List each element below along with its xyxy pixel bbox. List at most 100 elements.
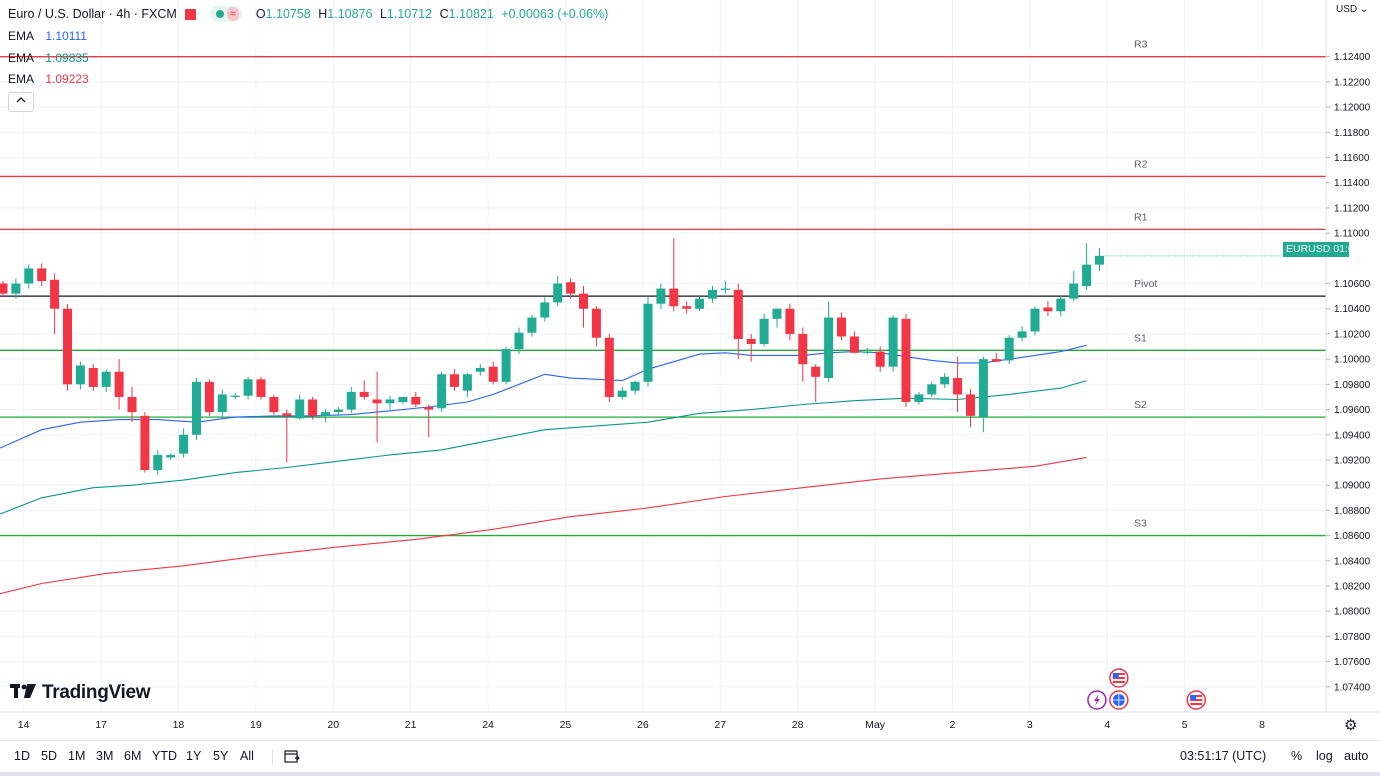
- candle-body: [179, 434, 189, 454]
- y-tick-label: 1.11600: [1334, 153, 1370, 164]
- candle-body: [643, 303, 653, 382]
- x-tick-label: 27: [714, 719, 726, 731]
- time-axis[interactable]: 14 17 18 19 20 21 24 25 26 27 28 May 2 3 4 5 8: [0, 711, 1380, 731]
- auto-scale-toggle[interactable]: auto: [1344, 749, 1369, 763]
- tradingview-logo-icon: [10, 682, 36, 704]
- x-tick-label: 17: [95, 719, 107, 731]
- utc-clock[interactable]: 03:51:17 (UTC): [1180, 749, 1267, 763]
- x-tick-label: 2: [950, 719, 956, 731]
- candle-body: [475, 367, 485, 372]
- price-axis[interactable]: 1.12400 1.12200 1.12000 1.11800 1.11600 1.114…: [1325, 0, 1371, 712]
- percent-scale-toggle[interactable]: %: [1291, 749, 1303, 763]
- x-tick-label: 21: [405, 719, 417, 731]
- x-tick-label: 4: [1104, 719, 1110, 731]
- market-status-icon[interactable]: [184, 8, 196, 20]
- candle-body: [501, 349, 511, 382]
- high-value: 1.10876: [327, 7, 373, 21]
- y-tick-label: 1.09400: [1334, 430, 1371, 441]
- x-tick-label: 3: [1027, 719, 1033, 731]
- candle-body: [153, 454, 163, 471]
- candle-body: [204, 381, 214, 413]
- candle-body: [1043, 307, 1053, 312]
- y-tick-label: 1.11400: [1334, 178, 1370, 189]
- timeframe-5d[interactable]: 5D: [41, 749, 57, 763]
- y-tick-label: 1.12200: [1334, 77, 1371, 88]
- chart-grid: [0, 0, 1326, 712]
- candle-body: [953, 378, 963, 395]
- timeframe-all[interactable]: All: [240, 749, 254, 763]
- collapse-legend-button[interactable]: [8, 92, 34, 112]
- currency-selector[interactable]: USD ⌄: [1336, 4, 1369, 15]
- candle-body: [346, 391, 356, 410]
- close-key: C: [439, 7, 449, 21]
- candle-body: [553, 283, 563, 303]
- y-tick-label: 1.09000: [1334, 481, 1371, 492]
- candle-body: [24, 268, 34, 284]
- x-tick-label: 20: [327, 719, 339, 731]
- candle-body: [88, 367, 98, 387]
- lightning-icon[interactable]: [1087, 690, 1107, 710]
- candle-body: [617, 390, 627, 397]
- candle-body: [630, 381, 640, 391]
- candle-body: [269, 396, 279, 413]
- y-tick-label: 1.07400: [1334, 682, 1371, 693]
- candle-body: [333, 409, 343, 413]
- candle-body: [566, 282, 576, 294]
- timeframe-ytd[interactable]: YTD: [152, 749, 177, 763]
- candle-body: [1095, 255, 1104, 265]
- event-markers[interactable]: [1087, 668, 1206, 710]
- change-value: +0.00063 (+0.06%): [501, 7, 609, 21]
- timeframe-1m[interactable]: 1M: [68, 749, 86, 763]
- candle-body: [785, 308, 795, 334]
- candlesticks: [0, 238, 1326, 476]
- tradingview-logo[interactable]: TradingView: [10, 682, 151, 704]
- candle-body: [966, 394, 975, 416]
- candle-body: [940, 376, 950, 385]
- candle-body: [321, 412, 330, 416]
- date-range-icon[interactable]: [284, 749, 300, 766]
- candle-body: [759, 318, 769, 345]
- x-tick-label: 26: [637, 719, 649, 731]
- log-scale-toggle[interactable]: log: [1316, 749, 1333, 763]
- ema-legend-1[interactable]: EMA 1.10111: [8, 26, 87, 46]
- candle-body: [591, 308, 601, 338]
- candle-body: [230, 395, 240, 397]
- candle-body: [875, 351, 885, 367]
- candle-body: [101, 371, 111, 387]
- price-label-symbol: EURUSD: [1286, 243, 1331, 255]
- ema-legend-3[interactable]: EMA 1.09223: [8, 69, 89, 89]
- status-pill[interactable]: ≈: [209, 6, 242, 22]
- candle-body: [772, 308, 782, 319]
- pivot-label: R3: [1134, 39, 1148, 51]
- us-flag-icon[interactable]: [1186, 690, 1206, 710]
- timeframe-3m[interactable]: 3M: [96, 749, 114, 763]
- candle-body: [411, 396, 421, 405]
- timeframe-1d[interactable]: 1D: [14, 749, 30, 763]
- candle-body: [849, 336, 859, 353]
- candle-body: [462, 374, 472, 391]
- candle-body: [914, 394, 924, 402]
- candle-body: [746, 338, 756, 345]
- us-flag-icon[interactable]: [1109, 668, 1129, 688]
- symbol-title[interactable]: Euro / U.S. Dollar · 4h · FXCM: [8, 7, 177, 21]
- pivot-label: S1: [1134, 332, 1147, 344]
- y-tick-label: 1.11200: [1334, 203, 1370, 214]
- candle-body: [888, 317, 898, 367]
- low-value: 1.10712: [386, 7, 433, 21]
- candle-body: [437, 374, 447, 409]
- y-tick-label: 1.09200: [1334, 455, 1371, 466]
- timeframe-1y[interactable]: 1Y: [186, 749, 202, 763]
- lightning-icon-bolt: [1093, 694, 1100, 706]
- pivot-label: S2: [1134, 399, 1147, 411]
- settings-gear-icon[interactable]: ⚙: [1344, 717, 1358, 734]
- globe-icon[interactable]: [1109, 690, 1129, 710]
- timeframe-5y[interactable]: 5Y: [213, 749, 229, 763]
- candle-body: [282, 413, 292, 416]
- timeframe-6m[interactable]: 6M: [124, 749, 142, 763]
- candle-body: [514, 332, 524, 350]
- ema-line: [0, 344, 1087, 449]
- ema-legend-2[interactable]: EMA 1.09835: [8, 48, 89, 68]
- candle-body: [579, 293, 588, 309]
- flag-icon-stripe: [1190, 701, 1203, 703]
